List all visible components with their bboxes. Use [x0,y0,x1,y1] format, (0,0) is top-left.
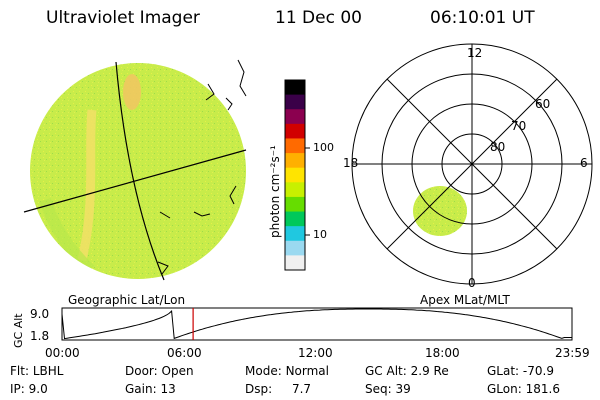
status-ip: IP: 9.0 [10,382,48,396]
altitude-ytick-1-8: 1.8 [30,329,50,343]
colorbar-band [285,167,305,183]
mlat-label-60: 60 [535,97,551,111]
mlt-label-6: 6 [580,156,588,170]
colorbar-band [285,94,305,110]
status-flt: Flt: LBHL [10,364,64,378]
colorbar-band [285,182,305,198]
status-dsp: Dsp: 7.7 [245,382,312,396]
altitude-curve [61,308,572,340]
colorbar-band [285,138,305,154]
status-glat: GLat: -70.9 [487,364,554,378]
colorbar-band [285,255,305,271]
status-seq: Seq: 39 [365,382,411,396]
status-door: Door: Open [125,364,194,378]
colorbar-band [285,211,305,227]
colorbar-band [285,240,305,256]
xtick-18-00: 18:00 [425,346,460,360]
status-mode: Mode: Normal [245,364,329,378]
status-gain: Gain: 13 [125,382,176,396]
mlt-label-18: 18 [343,156,359,170]
colorbar-band [285,153,305,169]
status-glon: GLon: 181.6 [487,382,560,396]
app-title: Ultraviolet Imager [46,8,200,28]
altitude-plot-frame [61,307,573,341]
longitude-line [115,61,165,281]
xtick-12-00: 12:00 [298,346,333,360]
geo-panel-label: Geographic Lat/Lon [68,293,186,307]
colorbar-band [285,196,305,213]
mlt-label-12: 12 [467,46,483,60]
colorbar-tick-100: 100 [313,141,334,154]
colorbar-tick-10: 10 [313,228,327,241]
date-label: 11 Dec 00 [275,8,362,28]
coastline [157,59,247,275]
altitude-ytick-9: 9.0 [30,307,50,321]
latitude-line [23,149,247,213]
altitude-ylabel: GC Alt [12,313,25,348]
xtick-00-00: 00:00 [45,346,80,360]
colorbar-band [285,80,305,96]
polar-panel-label: Apex MLat/MLT [420,293,510,307]
mlt-label-0: 0 [468,276,476,290]
time-label: 06:10:01 UT [430,8,535,28]
colorbar-band [285,123,305,139]
xtick-23-59: 23:59 [555,346,590,360]
status-gc-alt: GC Alt: 2.9 Re [365,364,449,378]
mlat-label-70: 70 [511,119,527,133]
mlat-label-80: 80 [490,140,506,154]
xtick-06-00: 06:00 [167,346,202,360]
colorbar-band [285,109,305,125]
colorbar-band [285,226,305,242]
polar-auroral-patch [413,186,467,236]
